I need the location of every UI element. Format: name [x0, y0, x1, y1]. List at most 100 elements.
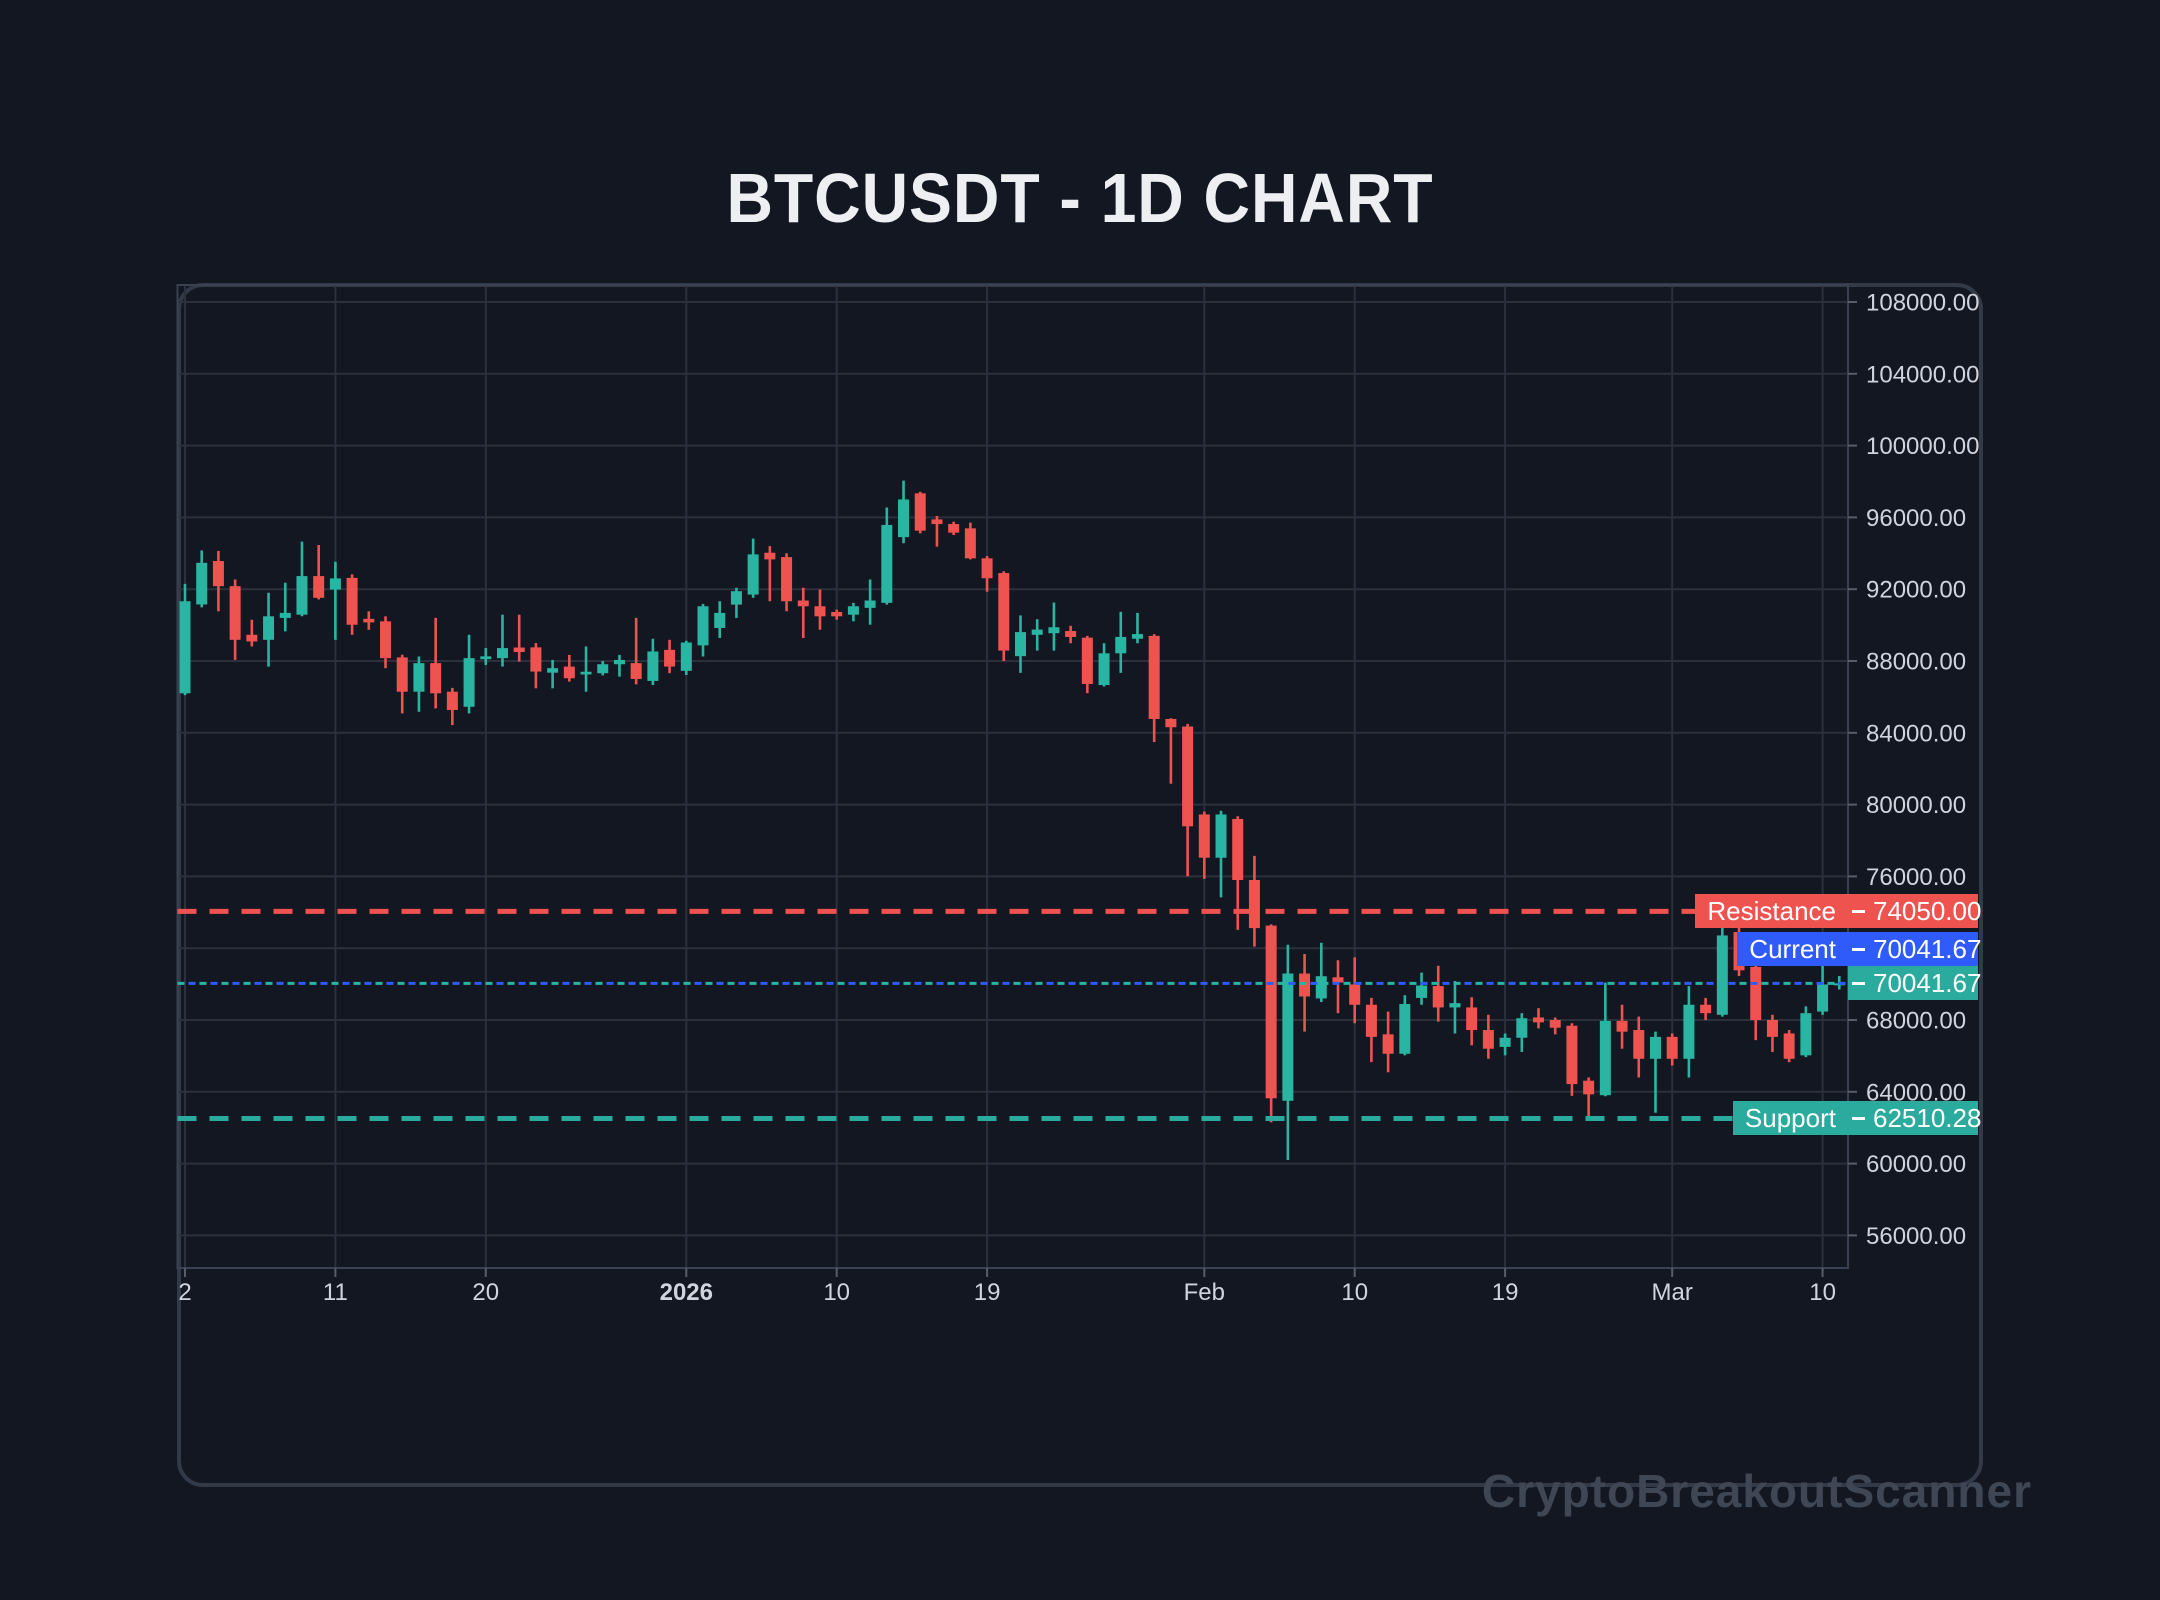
candle-down	[1549, 1020, 1561, 1028]
page-title: BTCUSDT - 1D CHART	[726, 159, 1434, 237]
candle-down	[1766, 1020, 1778, 1037]
y-axis-label: 80000.00	[1866, 792, 1966, 819]
candle-up	[1499, 1037, 1511, 1047]
candle-down	[764, 552, 776, 560]
tick-dash-icon	[1852, 947, 1865, 951]
candle-up	[1315, 976, 1327, 999]
support-label-badge: Support	[1732, 1101, 1848, 1135]
candle-up	[480, 656, 492, 660]
candle-down	[1783, 1033, 1795, 1059]
candle-down	[1248, 879, 1260, 929]
candle-down	[831, 611, 843, 617]
candle-down	[1349, 984, 1361, 1005]
resistance-label-badge: Resistance	[1695, 894, 1848, 928]
candle-up	[1683, 1004, 1695, 1059]
current-label-badge: Current	[1737, 932, 1848, 966]
candle-down	[1265, 925, 1277, 1099]
support-value: 62510.28	[1873, 1102, 1982, 1133]
x-axis-label: 19	[1492, 1279, 1519, 1306]
x-axis-label: 11	[323, 1279, 348, 1306]
candle-up	[1817, 984, 1829, 1012]
candle-up	[329, 578, 341, 590]
candle-down	[1182, 726, 1194, 827]
candle-up	[1031, 629, 1043, 635]
candle-down	[1198, 814, 1210, 858]
candle-up	[496, 648, 508, 659]
tick-dash-icon	[1852, 909, 1865, 913]
candle-up	[1416, 985, 1428, 998]
candle-up	[647, 651, 659, 681]
candle-down	[212, 561, 224, 587]
candle-down	[1700, 1004, 1712, 1014]
candle-up	[1282, 973, 1294, 1101]
candle-up	[881, 524, 893, 603]
candle-up	[196, 562, 208, 605]
candle-down	[914, 493, 926, 531]
candle-down	[1583, 1080, 1595, 1095]
candle-down	[1065, 631, 1077, 637]
candle-up	[1048, 627, 1060, 634]
current-value: 70041.67	[1873, 933, 1982, 964]
candle-down	[1148, 635, 1160, 719]
candle-down	[1566, 1025, 1578, 1085]
candle-down	[446, 691, 458, 711]
x-axis-label: 2026	[660, 1279, 713, 1306]
resistance-value: 74050.00	[1873, 895, 1982, 926]
candle-down	[530, 647, 542, 672]
x-axis-label: 10	[1341, 1279, 1368, 1306]
candle-up	[1098, 653, 1110, 686]
candle-down	[630, 663, 642, 679]
candle-down	[1382, 1034, 1394, 1054]
tick-dash-icon	[1852, 1116, 1865, 1120]
candle-up	[1215, 814, 1227, 858]
x-axis-label: 10	[823, 1279, 850, 1306]
x-axis-label: 2	[178, 1279, 191, 1306]
candle-up	[1649, 1036, 1661, 1059]
y-axis-label: 84000.00	[1866, 720, 1966, 747]
candle-down	[948, 524, 960, 533]
candle-down	[1081, 637, 1093, 684]
candle-up	[730, 591, 742, 605]
candle-up	[296, 576, 308, 615]
candle-up	[1399, 1004, 1411, 1054]
watermark: CryptoBreakoutScanner	[1481, 1465, 2032, 1517]
candle-down	[1365, 1004, 1377, 1037]
candle-up	[580, 671, 592, 675]
y-axis-label: 88000.00	[1866, 649, 1966, 676]
y-axis-label: 92000.00	[1866, 577, 1966, 604]
candle-down	[1533, 1017, 1545, 1023]
candle-down	[380, 621, 392, 659]
y-axis-label: 68000.00	[1866, 1008, 1966, 1035]
candle-down	[1616, 1020, 1628, 1032]
candle-up	[463, 658, 475, 707]
candle-down	[931, 519, 943, 525]
candle-up	[747, 554, 759, 595]
candle-down	[563, 666, 575, 679]
x-axis-label: 19	[974, 1279, 1001, 1306]
candle-down	[246, 634, 258, 642]
y-axis-label: 60000.00	[1866, 1151, 1966, 1178]
current-value-badge: 70041.67	[1848, 932, 1982, 966]
candle-up	[263, 616, 275, 640]
y-axis-label: 104000.00	[1866, 361, 1979, 388]
candle-up	[413, 663, 425, 692]
candle-up	[1599, 1020, 1611, 1096]
candle-up	[1115, 636, 1127, 654]
candle-down	[1750, 966, 1762, 1020]
resistance-value-badge: 74050.00	[1848, 894, 1982, 928]
candle-up	[847, 606, 859, 615]
candle-down	[1165, 718, 1177, 728]
candle-down	[313, 576, 325, 598]
candle-down	[1482, 1030, 1494, 1049]
x-axis-label: 20	[472, 1279, 499, 1306]
candle-up	[179, 601, 191, 694]
candle-up	[1516, 1018, 1528, 1038]
candle-down	[998, 573, 1010, 651]
candle-up	[1449, 1003, 1461, 1008]
candle-down	[396, 657, 408, 692]
candle-down	[814, 606, 826, 617]
candle-down	[430, 663, 442, 694]
last-price-value: 70041.67	[1873, 967, 1982, 998]
x-axis-label: Mar	[1652, 1279, 1693, 1306]
candle-down	[1666, 1036, 1678, 1059]
